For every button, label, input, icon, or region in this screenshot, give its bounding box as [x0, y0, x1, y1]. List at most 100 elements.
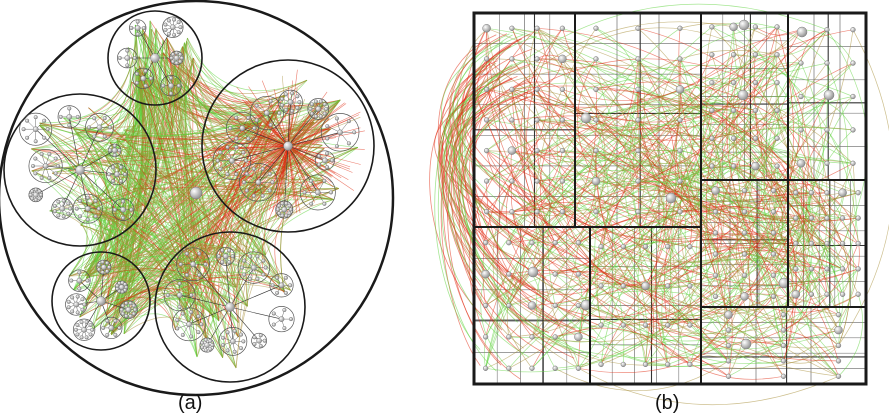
edge	[595, 58, 716, 213]
node	[855, 266, 861, 272]
edge	[138, 88, 224, 358]
edge	[226, 145, 289, 190]
spoke	[100, 300, 129, 310]
treemap-border	[472, 11, 868, 386]
edge	[531, 89, 681, 338]
edge	[76, 199, 190, 325]
node	[33, 139, 38, 144]
edge	[679, 180, 839, 316]
edge	[94, 99, 341, 263]
edge	[781, 268, 812, 346]
node	[168, 82, 174, 89]
node	[177, 281, 182, 286]
edge	[773, 62, 824, 297]
node	[244, 171, 249, 176]
edge	[744, 232, 828, 295]
edge	[637, 180, 839, 362]
node	[277, 110, 282, 116]
node	[774, 52, 780, 58]
edge	[645, 356, 729, 377]
node	[238, 332, 244, 337]
edge	[447, 89, 514, 366]
node	[241, 150, 246, 155]
edge	[711, 26, 799, 315]
node	[839, 291, 846, 297]
edge	[237, 145, 289, 187]
node	[186, 321, 192, 328]
edge	[486, 26, 778, 108]
edge	[486, 180, 563, 214]
node	[774, 135, 780, 141]
edge	[526, 28, 563, 243]
node	[835, 342, 842, 349]
node	[252, 126, 257, 131]
node	[729, 22, 738, 32]
node	[105, 260, 110, 266]
node	[228, 126, 233, 131]
spoke	[188, 306, 231, 325]
node	[21, 127, 26, 132]
spoke	[242, 127, 289, 147]
node	[169, 24, 176, 31]
node	[121, 215, 126, 220]
node	[75, 322, 80, 328]
edge	[556, 58, 597, 182]
node	[352, 130, 357, 135]
node	[330, 158, 335, 163]
node	[534, 86, 540, 93]
node	[337, 129, 343, 136]
edge	[102, 268, 248, 307]
edge	[68, 253, 205, 277]
node	[96, 206, 101, 211]
node	[32, 192, 39, 198]
edge	[637, 110, 778, 137]
node	[163, 27, 168, 32]
node	[81, 326, 87, 333]
node	[100, 259, 105, 265]
node	[129, 25, 134, 31]
edge	[637, 58, 701, 365]
node	[200, 345, 205, 350]
edge	[287, 145, 311, 169]
node	[712, 209, 719, 215]
edge	[441, 88, 532, 358]
node	[534, 178, 540, 184]
edge	[429, 72, 490, 315]
spoke	[62, 169, 81, 209]
node	[635, 25, 641, 31]
edge	[486, 27, 729, 331]
node	[780, 358, 787, 364]
edge	[562, 97, 756, 151]
node	[260, 193, 265, 198]
edge	[273, 89, 289, 147]
edge	[287, 145, 333, 177]
node	[855, 291, 861, 297]
node	[835, 312, 842, 318]
node	[79, 320, 84, 325]
edge	[531, 211, 639, 275]
edge	[245, 100, 289, 147]
node	[290, 108, 295, 114]
node	[793, 266, 799, 272]
node	[28, 192, 33, 197]
node	[620, 322, 626, 328]
node	[196, 314, 201, 319]
node	[80, 307, 85, 312]
node	[839, 240, 846, 247]
node	[189, 186, 203, 200]
node	[33, 197, 38, 203]
node	[119, 307, 124, 312]
node	[189, 334, 194, 339]
node	[120, 311, 125, 316]
edge	[76, 132, 248, 307]
edge	[269, 109, 289, 147]
node	[232, 349, 237, 354]
node	[225, 330, 230, 335]
spoke	[258, 145, 289, 183]
node	[709, 163, 715, 169]
edge	[264, 145, 289, 170]
node	[709, 52, 715, 58]
edge	[800, 96, 854, 131]
node	[824, 160, 830, 166]
spoke	[206, 306, 231, 346]
